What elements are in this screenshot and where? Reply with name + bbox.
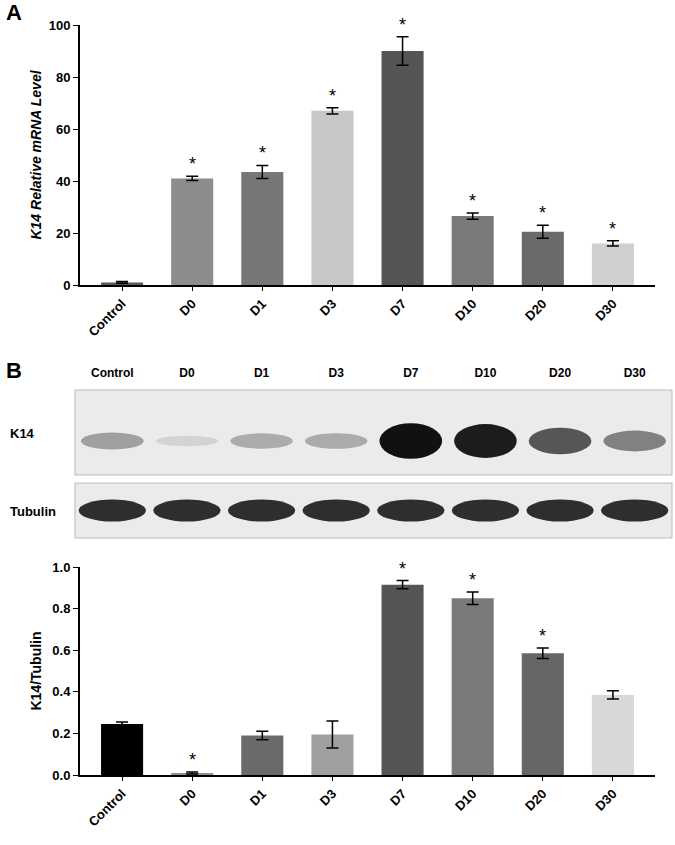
svg-text:Control: Control xyxy=(85,296,128,339)
svg-text:*: * xyxy=(329,86,336,106)
svg-text:*: * xyxy=(399,15,406,35)
svg-text:*: * xyxy=(189,154,196,174)
svg-text:0.8: 0.8 xyxy=(52,601,70,616)
svg-text:*: * xyxy=(469,191,476,211)
html-text:B: B xyxy=(6,358,22,383)
svg-text:D10: D10 xyxy=(474,366,496,380)
svg-text:D10: D10 xyxy=(452,296,479,323)
svg-text:D1: D1 xyxy=(247,296,269,318)
svg-text:D30: D30 xyxy=(624,366,646,380)
svg-text:*: * xyxy=(609,219,616,239)
svg-text:*: * xyxy=(469,570,476,590)
svg-text:20: 20 xyxy=(56,226,70,241)
svg-text:*: * xyxy=(539,203,546,223)
svg-text:*: * xyxy=(399,559,406,579)
svg-text:D0: D0 xyxy=(177,786,199,808)
html-text:A: A xyxy=(6,0,22,25)
svg-text:D1: D1 xyxy=(247,786,269,808)
svg-text:D0: D0 xyxy=(177,296,199,318)
svg-text:60: 60 xyxy=(56,122,70,137)
svg-text:Control: Control xyxy=(85,786,128,829)
svg-text:D20: D20 xyxy=(549,366,571,380)
svg-text:D7: D7 xyxy=(387,296,409,318)
svg-text:0.4: 0.4 xyxy=(52,684,71,699)
svg-text:K14: K14 xyxy=(10,426,35,441)
svg-text:*: * xyxy=(539,626,546,646)
svg-text:D7: D7 xyxy=(403,366,419,380)
svg-text:D0: D0 xyxy=(179,366,195,380)
svg-text:D30: D30 xyxy=(592,786,619,813)
svg-text:D3: D3 xyxy=(329,366,345,380)
svg-text:D20: D20 xyxy=(522,786,549,813)
svg-text:0.2: 0.2 xyxy=(52,726,70,741)
svg-text:D1: D1 xyxy=(254,366,270,380)
svg-text:100: 100 xyxy=(49,18,71,33)
svg-text:D10: D10 xyxy=(452,786,479,813)
svg-text:40: 40 xyxy=(56,174,70,189)
svg-text:Control: Control xyxy=(91,366,134,380)
svg-text:K14 Relative mRNA Level: K14 Relative mRNA Level xyxy=(28,69,44,239)
svg-text:*: * xyxy=(259,143,266,163)
svg-text:D20: D20 xyxy=(522,296,549,323)
svg-text:80: 80 xyxy=(56,70,70,85)
svg-text:0.0: 0.0 xyxy=(52,768,70,783)
svg-text:1.0: 1.0 xyxy=(52,560,70,575)
svg-text:K14/Tubulin: K14/Tubulin xyxy=(28,631,44,710)
svg-text:D3: D3 xyxy=(317,786,339,808)
svg-text:D7: D7 xyxy=(387,786,409,808)
svg-text:*: * xyxy=(189,750,196,770)
svg-text:0: 0 xyxy=(63,278,70,293)
svg-text:0.6: 0.6 xyxy=(52,643,70,658)
svg-text:D30: D30 xyxy=(592,296,619,323)
svg-text:D3: D3 xyxy=(317,296,339,318)
svg-text:Tubulin: Tubulin xyxy=(10,504,56,519)
